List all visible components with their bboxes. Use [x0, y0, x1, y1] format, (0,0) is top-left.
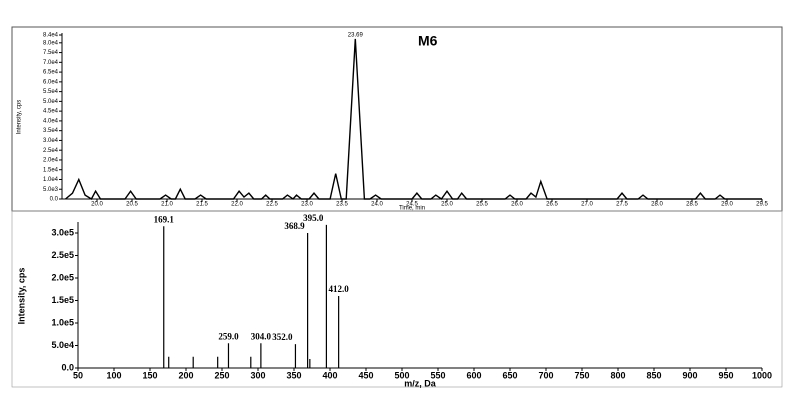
- y-tick-label: 1.0e4: [43, 177, 59, 183]
- peak-label: 259.0: [218, 331, 239, 341]
- y-tick-label: 1.5e5: [51, 295, 74, 305]
- y-tick-label: 5.0e4: [43, 99, 59, 105]
- x-tick-label: 20.0: [91, 202, 103, 208]
- y-tick-label: 2.0e4: [43, 158, 59, 164]
- bottom-panel-frame: [11, 210, 783, 388]
- x-tick-label: 100: [106, 370, 121, 380]
- x-tick-label: 1000: [752, 370, 772, 380]
- x-tick-label: 28.0: [651, 202, 663, 208]
- y-tick-label: 7.0e4: [43, 60, 59, 66]
- y-axis-title: Intensity, cps: [17, 100, 23, 135]
- chromatogram-line: [65, 38, 762, 200]
- x-tick-label: 750: [574, 370, 589, 380]
- x-tick-label: 200: [178, 370, 193, 380]
- x-tick-label: 300: [250, 370, 265, 380]
- x-tick-label: 27.5: [616, 202, 628, 208]
- y-tick-label: 4.5e4: [43, 109, 59, 115]
- peak-label: 352.0: [272, 332, 293, 342]
- y-tick-label: 0.0: [61, 362, 74, 372]
- peak-label: 169.1: [154, 214, 175, 224]
- y-tick-label: 3.5e4: [43, 128, 59, 134]
- y-tick-label: 6.5e4: [43, 70, 59, 76]
- x-tick-label: 21.0: [161, 202, 173, 208]
- x-tick-label: 22.0: [231, 202, 243, 208]
- x-tick-label: 27.0: [581, 202, 593, 208]
- x-tick-label: 50: [73, 370, 83, 380]
- peak-label: 395.0: [303, 213, 324, 223]
- x-tick-label: 25.5: [476, 202, 488, 208]
- annotation: M6: [418, 33, 438, 49]
- x-tick-label: 800: [610, 370, 625, 380]
- y-tick-label: 2.0e5: [51, 272, 74, 282]
- y-tick-label: 3.0e4: [43, 138, 59, 144]
- x-tick-label: 550: [430, 370, 445, 380]
- x-tick-label: 500: [394, 370, 409, 380]
- y-tick-label: 5.0e3: [43, 187, 59, 193]
- y-tick-label: 1.5e4: [43, 167, 59, 173]
- x-tick-label: 20.5: [126, 202, 138, 208]
- x-tick-label: 900: [682, 370, 697, 380]
- y-axis-title: Intensity, cps: [16, 268, 26, 325]
- x-tick-label: 24.0: [371, 202, 383, 208]
- x-tick-label: 24.5: [406, 202, 418, 208]
- peak-label: 368.9: [284, 221, 305, 231]
- y-tick-label: 2.5e5: [51, 250, 74, 260]
- x-tick-label: 450: [358, 370, 373, 380]
- x-tick-label: 26.0: [511, 202, 523, 208]
- x-tick-label: 850: [646, 370, 661, 380]
- x-axis-title: m/z, Da: [404, 378, 437, 388]
- x-tick-label: 28.5: [686, 202, 698, 208]
- peak-annotation: 23.69: [348, 33, 364, 39]
- x-tick-label: 250: [214, 370, 229, 380]
- x-tick-label: 23.5: [336, 202, 348, 208]
- peak-label: 304.0: [251, 331, 272, 341]
- y-tick-label: 5.0e4: [51, 340, 74, 350]
- y-tick-label: 8.4e4: [43, 33, 59, 39]
- y-tick-label: 2.5e4: [43, 148, 59, 154]
- x-tick-label: 21.5: [196, 202, 208, 208]
- x-tick-label: 25.0: [441, 202, 453, 208]
- y-tick-label: 1.0e5: [51, 317, 74, 327]
- x-tick-label: 26.5: [546, 202, 558, 208]
- x-tick-label: 23.0: [301, 202, 313, 208]
- x-tick-label: 950: [718, 370, 733, 380]
- y-tick-label: 8.0e4: [43, 40, 59, 46]
- y-tick-label: 0.0: [50, 197, 59, 203]
- top-panel-frame: [11, 26, 783, 212]
- x-tick-label: 29.5: [756, 202, 768, 208]
- x-axis-title: Time, min: [399, 206, 425, 212]
- y-tick-label: 4.0e4: [43, 118, 59, 124]
- y-tick-label: 7.5e4: [43, 50, 59, 56]
- x-tick-label: 29.0: [721, 202, 733, 208]
- x-tick-label: 650: [502, 370, 517, 380]
- x-tick-label: 600: [466, 370, 481, 380]
- y-tick-label: 3.0e5: [51, 227, 74, 237]
- peak-label: 412.0: [329, 284, 350, 294]
- y-tick-label: 6.0e4: [43, 79, 59, 85]
- x-tick-label: 350: [286, 370, 301, 380]
- x-tick-label: 150: [142, 370, 157, 380]
- y-tick-label: 5.5e4: [43, 89, 59, 95]
- x-tick-label: 400: [322, 370, 337, 380]
- x-tick-label: 22.5: [266, 202, 278, 208]
- x-tick-label: 700: [538, 370, 553, 380]
